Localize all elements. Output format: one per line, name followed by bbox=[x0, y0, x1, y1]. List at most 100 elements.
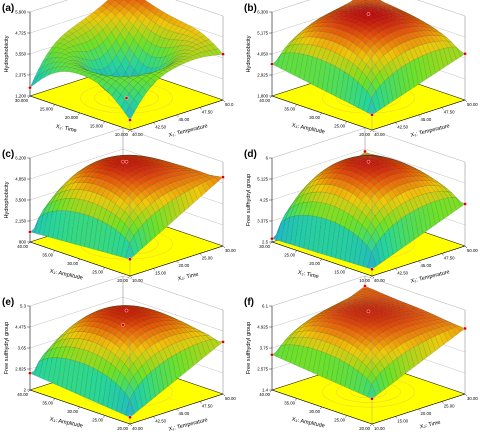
x-tick bbox=[52, 250, 56, 253]
design-point bbox=[270, 236, 274, 241]
y-axis-title: X₁: Temperature bbox=[410, 123, 450, 139]
response-surface bbox=[271, 151, 466, 270]
y-tick-label: 15.00 bbox=[397, 419, 408, 424]
z-tick-label: 4.925 bbox=[257, 325, 268, 330]
z-tick-label: 2.825 bbox=[15, 367, 26, 372]
design-point bbox=[221, 52, 225, 56]
z-tick-label: 2,925 bbox=[257, 73, 268, 78]
y-tick bbox=[199, 401, 202, 404]
x-tick-label: 35.00 bbox=[284, 107, 295, 112]
y-tick-label: 20.00 bbox=[421, 411, 432, 416]
x-axis-line bbox=[29, 389, 131, 425]
x-tick bbox=[77, 258, 81, 262]
y-tick-label: 25.00 bbox=[444, 404, 455, 409]
wall-gridline bbox=[364, 148, 466, 184]
z-tick-label: 6 bbox=[266, 156, 269, 161]
y-tick-label: 47.50 bbox=[202, 110, 213, 115]
y-tick bbox=[153, 268, 156, 271]
x-tick-label: 20.00 bbox=[359, 426, 370, 431]
y-tick bbox=[464, 245, 468, 249]
x-axis-line bbox=[29, 241, 131, 277]
y-tick-label: 42.50 bbox=[397, 271, 408, 276]
x-tick-label: 25.000 bbox=[40, 107, 54, 112]
x-tick-label: 40.00 bbox=[17, 244, 28, 249]
design-point bbox=[270, 352, 274, 357]
x-tick-label: 30.000 bbox=[15, 98, 29, 103]
design-point bbox=[463, 202, 467, 206]
design-point bbox=[128, 257, 132, 262]
x-tick bbox=[344, 415, 348, 418]
z-axis-title: Hydrophobicity bbox=[246, 35, 252, 72]
y-tick-label: 15.00 bbox=[155, 271, 166, 276]
design-point bbox=[363, 149, 367, 154]
x-tick-label: 30.00 bbox=[67, 261, 78, 266]
x-tick bbox=[269, 95, 273, 99]
x-tick-label: 35.00 bbox=[42, 253, 53, 258]
x-tick bbox=[77, 112, 81, 116]
y-tick-label: 40.00 bbox=[374, 278, 385, 283]
z-tick-label: 5,175 bbox=[257, 31, 268, 36]
y-tick bbox=[418, 260, 421, 264]
panel-d: 2.53.3754.255.125630.0025.0020.0015.0010… bbox=[244, 127, 478, 285]
y-tick-label: 45.00 bbox=[179, 411, 190, 416]
design-point bbox=[28, 85, 32, 90]
x-axis-title: X₃: Amplitude bbox=[291, 417, 325, 430]
x-tick bbox=[27, 241, 31, 245]
y-tick-label: 45.00 bbox=[421, 263, 432, 268]
z-tick-label: 5.3 bbox=[20, 304, 27, 309]
wall-gridline bbox=[29, 296, 124, 328]
x-tick bbox=[269, 241, 273, 245]
x-tick-label: 25.00 bbox=[92, 270, 103, 275]
y-tick-label: 42.50 bbox=[155, 125, 166, 130]
x-axis-line bbox=[271, 241, 373, 277]
y-tick bbox=[199, 253, 202, 256]
x-tick bbox=[294, 250, 298, 253]
y-tick bbox=[222, 99, 226, 103]
design-point bbox=[28, 371, 32, 376]
z-tick-label: 4,850 bbox=[15, 177, 26, 182]
x-tick-label: 15.00 bbox=[334, 270, 345, 275]
x-tick bbox=[269, 389, 273, 393]
y-axis-line bbox=[371, 245, 466, 277]
y-tick-label: 30.00 bbox=[225, 248, 236, 253]
design-point bbox=[221, 340, 225, 344]
y-tick bbox=[395, 268, 398, 271]
design-point bbox=[366, 12, 371, 16]
z-tick-label: 2,150 bbox=[15, 219, 26, 224]
z-tick-label: 6,300 bbox=[257, 10, 268, 15]
x-tick-label: 20.000 bbox=[65, 115, 79, 120]
panel-f: 1.42.5753.754.9256.140.0035.0030.0025.00… bbox=[244, 275, 478, 431]
x-tick-label: 30.00 bbox=[309, 115, 320, 120]
y-tick-label: 50.00 bbox=[225, 396, 236, 401]
y-axis-line bbox=[129, 99, 224, 131]
y-tick bbox=[441, 253, 444, 256]
x-axis-title: X₂: Time bbox=[55, 124, 77, 134]
z-tick-label: 2 bbox=[24, 388, 27, 393]
y-axis-title: X₂: Time bbox=[419, 420, 441, 431]
design-point bbox=[463, 326, 467, 331]
x-tick bbox=[344, 121, 348, 124]
surface-cell bbox=[134, 0, 139, 2]
y-tick-label: 42.50 bbox=[155, 419, 166, 424]
design-point bbox=[221, 175, 225, 179]
z-tick-label: 3.375 bbox=[257, 219, 268, 224]
design-point bbox=[270, 62, 274, 66]
x-tick-label: 40.00 bbox=[17, 392, 28, 397]
z-tick-label: 4.475 bbox=[15, 325, 26, 330]
y-tick bbox=[176, 408, 179, 412]
z-axis-title: Free sulfhydryl group bbox=[246, 174, 252, 227]
z-axis-title: Free sulfhydryl group bbox=[4, 322, 10, 375]
y-tick bbox=[153, 122, 156, 125]
y-tick-label: 50.00 bbox=[467, 102, 478, 107]
panel-letter: (d) bbox=[244, 149, 257, 160]
x-tick-label: 30.00 bbox=[67, 409, 78, 414]
x-tick-label: 25.00 bbox=[92, 418, 103, 423]
y-tick bbox=[153, 416, 156, 419]
z-tick-label: 5,900 bbox=[15, 10, 26, 15]
x-tick-label: 40.00 bbox=[259, 392, 270, 397]
z-tick-label: 800 bbox=[19, 240, 27, 245]
design-point bbox=[28, 230, 32, 234]
y-tick-label: 10.00 bbox=[132, 278, 143, 283]
panel-a: 1,200 2,375 3,550 4,725 5,900 30.000 25.000 20.… bbox=[2, 0, 234, 139]
design-point bbox=[363, 284, 367, 288]
